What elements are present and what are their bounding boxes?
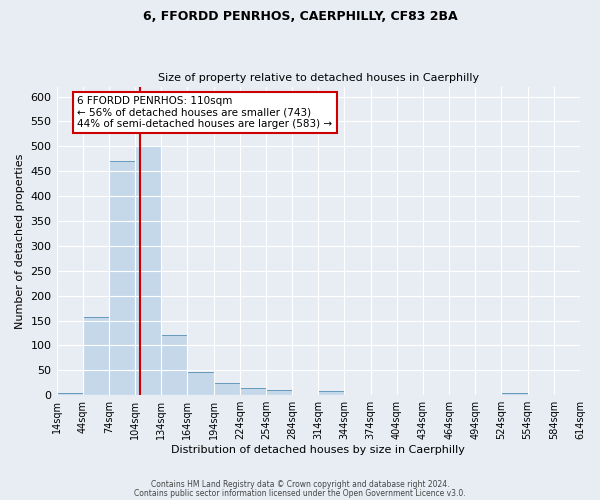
Bar <box>240 388 266 395</box>
Bar <box>266 390 292 395</box>
Bar <box>161 336 187 395</box>
Bar <box>135 146 161 395</box>
Y-axis label: Number of detached properties: Number of detached properties <box>15 153 25 328</box>
Bar <box>109 161 135 395</box>
Bar <box>56 392 83 395</box>
Bar <box>187 372 214 395</box>
Bar <box>502 392 527 395</box>
Text: Contains public sector information licensed under the Open Government Licence v3: Contains public sector information licen… <box>134 488 466 498</box>
X-axis label: Distribution of detached houses by size in Caerphilly: Distribution of detached houses by size … <box>172 445 465 455</box>
Text: 6, FFORDD PENRHOS, CAERPHILLY, CF83 2BA: 6, FFORDD PENRHOS, CAERPHILLY, CF83 2BA <box>143 10 457 23</box>
Title: Size of property relative to detached houses in Caerphilly: Size of property relative to detached ho… <box>158 73 479 83</box>
Text: 6 FFORDD PENRHOS: 110sqm
← 56% of detached houses are smaller (743)
44% of semi-: 6 FFORDD PENRHOS: 110sqm ← 56% of detach… <box>77 96 332 129</box>
Bar <box>318 391 344 395</box>
Bar <box>83 316 109 395</box>
Bar <box>214 384 240 395</box>
Text: Contains HM Land Registry data © Crown copyright and database right 2024.: Contains HM Land Registry data © Crown c… <box>151 480 449 489</box>
